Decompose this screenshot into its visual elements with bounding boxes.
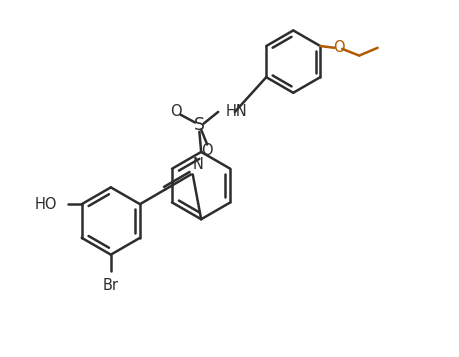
Text: Br: Br [103,278,119,293]
Text: O: O [333,40,345,55]
Text: O: O [171,104,182,119]
Text: O: O [202,144,213,159]
Text: HO: HO [35,197,58,212]
Text: HN: HN [226,104,248,119]
Text: S: S [194,116,205,134]
Text: N: N [193,157,204,172]
